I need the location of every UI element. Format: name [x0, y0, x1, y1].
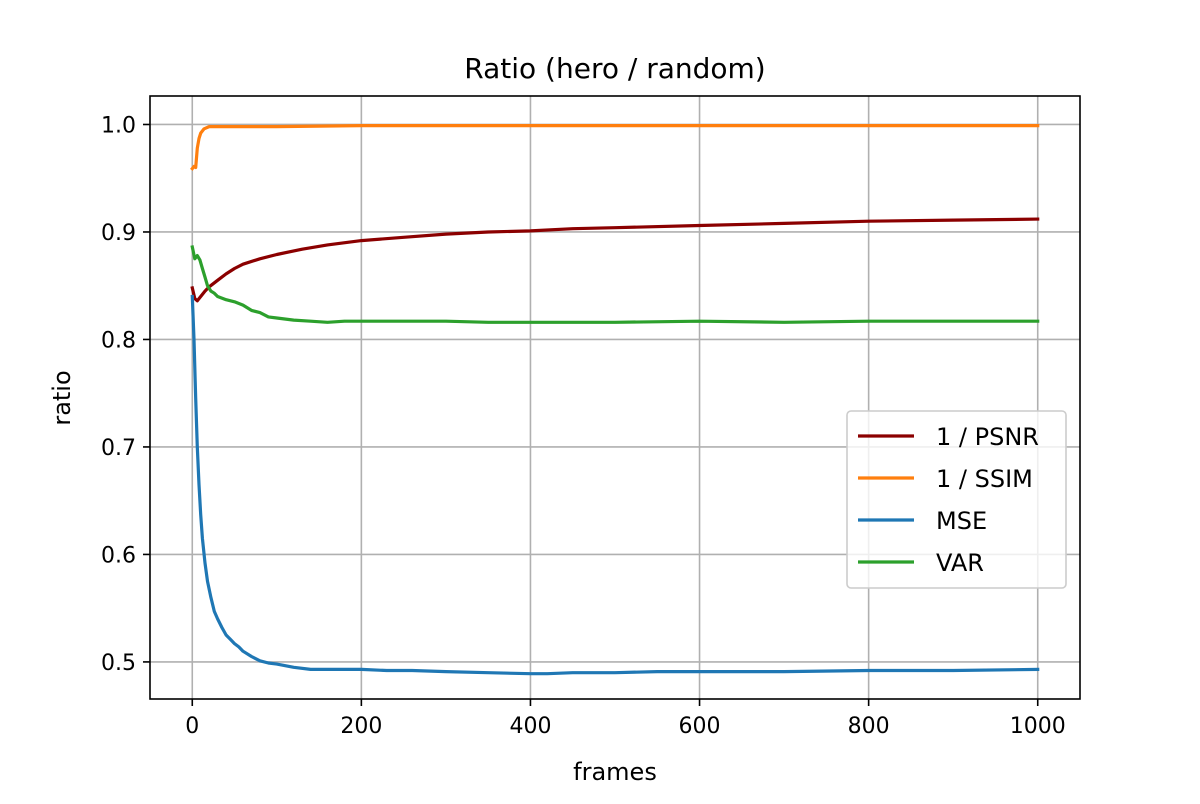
x-tick-label: 800	[848, 714, 890, 739]
series-line-var	[190, 245, 1040, 324]
series-line-1-psnr	[190, 217, 1040, 303]
y-axis-label: ratio	[48, 370, 76, 425]
legend-label-mse: MSE	[936, 507, 987, 535]
plot-frame	[149, 95, 1081, 700]
x-tick-label: 400	[509, 714, 551, 739]
y-tick-label: 0.5	[101, 651, 136, 676]
grid-lines	[150, 96, 1080, 699]
series-line-1-ssim	[190, 123, 1040, 171]
axis-ticks: 0 200 400 600 800 1000 0.5 0.6 0.7 0.8 0.9 1.0	[101, 113, 1066, 739]
x-tick-label: 200	[340, 714, 382, 739]
y-tick-label: 1.0	[101, 113, 136, 138]
y-tick-label: 0.8	[101, 328, 136, 353]
legend-label-1-ssim: 1 / SSIM	[936, 465, 1033, 493]
series-line-mse	[190, 294, 1040, 676]
legend: 1 / PSNR 1 / SSIM MSE VAR	[846, 410, 1067, 589]
legend-box	[846, 410, 1067, 589]
legend-label-1-psnr: 1 / PSNR	[936, 423, 1039, 451]
x-axis-label: frames	[573, 758, 657, 786]
y-tick-label: 0.9	[101, 221, 136, 246]
y-tick-label: 0.6	[101, 543, 136, 568]
x-tick-label: 600	[679, 714, 721, 739]
x-tick-label: 1000	[1010, 714, 1066, 739]
y-tick-label: 0.7	[101, 436, 136, 461]
series-lines	[190, 123, 1040, 676]
legend-label-var: VAR	[936, 549, 984, 577]
chart-title: Ratio (hero / random)	[464, 52, 765, 85]
x-tick-label: 0	[185, 714, 199, 739]
